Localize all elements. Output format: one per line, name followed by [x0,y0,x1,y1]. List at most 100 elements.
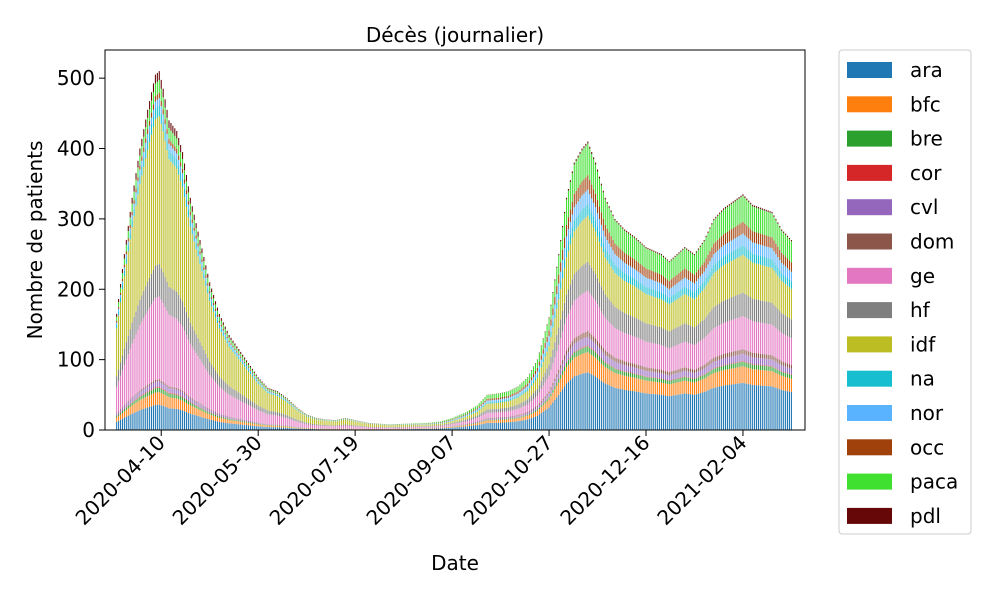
bar-segment-paca-2021-01-06 [686,250,687,270]
bar-segment-idf-2020-08-29 [434,424,435,426]
bar-segment-idf-2020-05-04 [207,293,208,357]
bar-segment-hf-2020-09-29 [494,409,495,413]
bar-segment-pdl-2021-01-16 [706,236,707,237]
bar-segment-hf-2020-11-13 [581,266,582,294]
bar-segment-pdl-2020-05-03 [205,265,206,269]
bar-segment-paca-2020-06-21 [300,411,301,412]
bar-segment-bre-2020-11-12 [580,349,581,355]
bar-segment-hf-2020-05-28 [254,403,255,408]
legend-label-ara: ara [910,58,943,82]
bar-segment-nor-2021-02-09 [752,242,753,253]
bar-segment-dom-2020-10-16 [527,412,528,413]
bar-segment-cvl-2021-01-20 [713,362,714,368]
bar-segment-ge-2020-05-14 [227,393,228,416]
bar-segment-ge-2021-01-17 [708,334,709,362]
bar-segment-ge-2020-06-20 [298,422,299,427]
bar-segment-ge-2020-06-01 [262,412,263,423]
bar-segment-ge-2020-07-09 [335,426,336,428]
bar-segment-na-2021-02-18 [770,259,771,268]
bar-segment-bre-2021-02-02 [739,362,740,367]
bar-segment-paca-2020-11-06 [568,191,569,218]
bar-segment-cvl-2021-02-28 [789,368,790,374]
bar-segment-occ-2021-01-02 [678,273,679,282]
bar-segment-occ-2020-11-18 [591,185,592,199]
bar-segment-ge-2020-12-23 [659,345,660,370]
bar-segment-occ-2020-12-24 [661,275,662,284]
bar-segment-bfc-2020-09-11 [459,426,460,427]
bar-segment-ara-2020-04-14 [168,408,169,430]
bar-segment-cor-2021-02-04 [742,361,743,362]
bar-segment-na-2021-01-31 [735,250,736,259]
bar-segment-paca-2020-06-22 [302,412,303,413]
bar-segment-na-2020-06-05 [269,392,270,393]
bar-segment-paca-2020-12-07 [628,234,629,256]
bar-segment-ge-2021-01-22 [717,326,718,356]
bar-segment-pdl-2021-02-24 [781,229,782,230]
bar-segment-occ-2020-05-23 [244,362,245,363]
bar-segment-nor-2020-11-29 [613,251,614,262]
bar-segment-dom-2020-10-15 [525,413,526,414]
bar-segment-ara-2020-10-06 [508,422,509,430]
bar-segment-idf-2020-04-09 [159,116,160,264]
bar-segment-cor-2020-12-19 [651,377,652,378]
bar-segment-paca-2020-09-08 [454,417,455,418]
bar-segment-ge-2021-02-08 [750,320,751,352]
bar-segment-paca-2021-02-10 [754,207,755,232]
bar-segment-ge-2020-07-19 [355,426,356,428]
bar-segment-bfc-2021-02-24 [781,376,782,390]
bar-segment-hf-2020-11-02 [560,319,561,338]
bar-segment-idf-2020-12-18 [649,295,650,324]
bar-segment-bfc-2020-09-25 [486,421,487,423]
bar-segment-bre-2021-01-17 [708,372,709,376]
bar-segment-dom-2020-09-25 [486,418,487,419]
bar-segment-nor-2020-09-06 [450,421,451,422]
bar-segment-nor-2020-05-16 [231,345,232,347]
bar-segment-paca-2021-01-10 [694,255,695,274]
bar-segment-hf-2020-04-16 [172,289,173,317]
bar-segment-hf-2020-03-27 [134,317,135,339]
bar-segment-pdl-2020-05-13 [225,327,226,330]
bar-segment-bfc-2020-11-01 [558,383,559,395]
bar-segment-dom-2020-04-08 [157,380,158,382]
bar-segment-ara-2020-05-10 [219,422,220,430]
bar-segment-na-2020-09-09 [455,419,456,420]
bar-segment-na-2020-04-14 [168,150,169,159]
bar-segment-idf-2021-01-13 [700,293,701,323]
bar-segment-occ-2021-02-09 [752,231,753,242]
bar-segment-na-2021-01-02 [678,291,679,298]
bar-segment-na-2020-12-29 [671,296,672,303]
bar-segment-cvl-2020-11-10 [576,342,577,350]
bar-segment-cvl-2020-10-26 [547,396,548,399]
bar-segment-bfc-2020-06-15 [289,427,290,428]
bar-segment-bre-2020-10-09 [514,418,515,419]
bar-segment-ge-2020-06-21 [300,423,301,428]
bar-segment-pdl-2020-12-25 [663,256,664,257]
bar-segment-idf-2020-10-08 [512,400,513,407]
bar-segment-idf-2020-08-15 [407,425,408,427]
bar-segment-hf-2020-07-28 [372,427,373,428]
bar-segment-cvl-2020-12-14 [642,370,643,376]
bar-segment-hf-2020-12-22 [657,326,658,344]
bar-segment-na-2020-10-05 [506,400,507,402]
bar-segment-ge-2020-12-31 [675,346,676,370]
bar-segment-pdl-2020-12-22 [657,252,658,253]
bar-segment-paca-2020-06-02 [263,385,264,387]
bar-segment-ge-2020-04-07 [155,298,156,380]
bar-segment-hf-2020-11-07 [570,284,571,309]
bar-segment-ara-2020-05-09 [217,421,218,430]
bar-segment-bfc-2020-05-12 [223,419,224,423]
bar-segment-paca-2021-01-01 [676,255,677,274]
bar-segment-ge-2021-01-16 [706,336,707,363]
bar-segment-bfc-2020-09-13 [463,425,464,426]
bar-segment-nor-2020-11-21 [597,213,598,226]
bar-segment-bre-2020-11-30 [614,369,615,373]
bar-segment-occ-2020-05-25 [248,367,249,368]
bar-segment-bre-2021-02-12 [758,365,759,369]
bar-segment-cor-2020-04-28 [196,405,197,406]
bar-segment-idf-2021-01-31 [735,259,736,296]
bar-segment-cvl-2020-11-23 [601,350,602,357]
bar-segment-paca-2020-10-05 [506,392,507,396]
bar-segment-occ-2020-05-28 [254,375,255,376]
bar-segment-ge-2021-01-24 [721,324,722,355]
bar-segment-pdl-2020-04-16 [172,126,173,134]
